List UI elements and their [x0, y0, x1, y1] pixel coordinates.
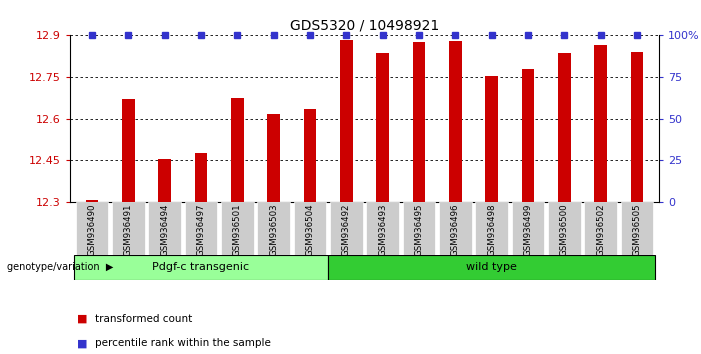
Text: GSM936491: GSM936491	[124, 203, 132, 256]
Text: GSM936492: GSM936492	[342, 203, 350, 256]
Bar	[74, 255, 328, 280]
Bar	[76, 202, 108, 255]
Bar	[402, 202, 435, 255]
Bar	[413, 42, 426, 202]
Text: GSM936499: GSM936499	[524, 203, 533, 256]
Title: GDS5320 / 10498921: GDS5320 / 10498921	[290, 19, 439, 33]
Text: GSM936503: GSM936503	[269, 203, 278, 256]
Bar	[184, 202, 217, 255]
Bar	[86, 200, 98, 202]
Bar	[195, 153, 207, 202]
Text: GSM936496: GSM936496	[451, 203, 460, 256]
Text: percentile rank within the sample: percentile rank within the sample	[95, 338, 271, 348]
Text: GSM936505: GSM936505	[632, 203, 641, 256]
Text: GSM936501: GSM936501	[233, 203, 242, 256]
Bar	[330, 202, 362, 255]
Text: GSM936497: GSM936497	[196, 203, 205, 256]
Bar	[340, 40, 353, 202]
Bar	[257, 202, 290, 255]
Bar	[158, 159, 171, 202]
Bar	[122, 99, 135, 202]
Bar	[631, 52, 644, 202]
Bar	[221, 202, 254, 255]
Bar	[512, 202, 545, 255]
Text: GSM936495: GSM936495	[414, 203, 423, 256]
Bar	[522, 69, 534, 202]
Bar	[328, 255, 655, 280]
Bar	[475, 202, 508, 255]
Text: GSM936498: GSM936498	[487, 203, 496, 256]
Bar	[585, 202, 617, 255]
Text: GSM936494: GSM936494	[160, 203, 169, 256]
Bar	[548, 202, 581, 255]
Text: wild type: wild type	[466, 262, 517, 272]
Bar	[367, 202, 399, 255]
Bar	[439, 202, 472, 255]
Text: GSM936493: GSM936493	[379, 203, 387, 256]
Text: genotype/variation  ▶: genotype/variation ▶	[7, 262, 114, 272]
Bar	[294, 202, 327, 255]
Text: transformed count: transformed count	[95, 314, 192, 324]
Bar	[449, 41, 462, 202]
Text: GSM936500: GSM936500	[560, 203, 569, 256]
Text: Pdgf-c transgenic: Pdgf-c transgenic	[152, 262, 250, 272]
Bar	[148, 202, 181, 255]
Text: ■: ■	[77, 314, 88, 324]
Bar	[558, 53, 571, 202]
Text: ■: ■	[77, 338, 88, 348]
Bar	[376, 53, 389, 202]
Bar	[594, 45, 607, 202]
Bar	[621, 202, 653, 255]
Bar	[485, 76, 498, 202]
Text: GSM936490: GSM936490	[88, 203, 97, 256]
Text: GSM936504: GSM936504	[306, 203, 315, 256]
Bar	[231, 98, 244, 202]
Text: GSM936502: GSM936502	[597, 203, 605, 256]
Bar	[304, 109, 316, 202]
Bar	[267, 114, 280, 202]
Bar	[112, 202, 144, 255]
